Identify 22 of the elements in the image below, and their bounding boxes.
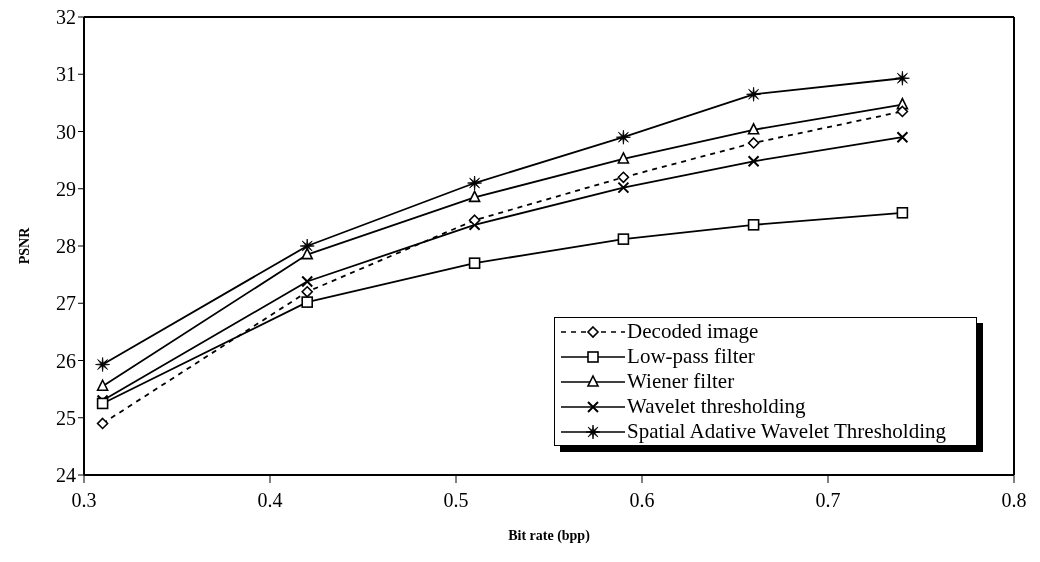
y-tick-label: 28 [56,235,76,258]
x-axis-title: Bit rate (bpp) [508,528,591,544]
y-tick-label: 29 [56,177,76,200]
x-tick-label: 0.4 [257,489,283,512]
legend-label: Wiener filter [627,369,735,394]
y-tick-label: 30 [56,120,76,143]
y-tick-label: 25 [56,406,76,429]
x-tick-label: 0.3 [71,489,97,512]
y-axis-title: PSNR [16,226,32,265]
y-tick-label: 32 [56,6,76,29]
x-tick-label: 0.5 [443,489,469,512]
y-tick-label: 27 [56,292,76,315]
y-tick-label: 24 [56,464,76,487]
x-tick-label: 0.8 [1001,489,1027,512]
x-tick-label: 0.7 [815,489,841,512]
y-tick-label: 26 [56,349,76,372]
y-tick-label: 31 [56,63,76,86]
legend-label: Low-pass filter [627,344,755,369]
x-tick-label: 0.6 [629,489,655,512]
legend-label: Wavelet thresholding [627,394,806,419]
legend-label: Spatial Adative Wavelet Thresholding [627,419,946,444]
legend-label: Decoded image [627,319,759,344]
